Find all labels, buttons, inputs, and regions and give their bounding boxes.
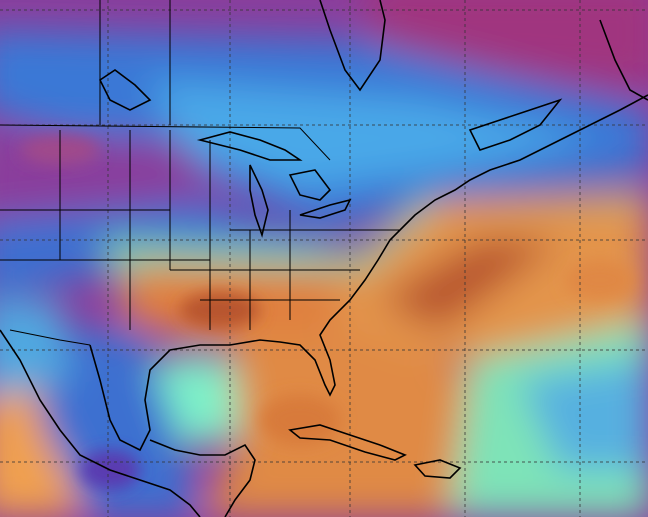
lake-superior <box>196 131 303 161</box>
us-canada-border <box>0 124 331 161</box>
st-lawrence <box>468 98 563 151</box>
east-coast <box>89 94 648 452</box>
us-mexico-border <box>9 329 91 346</box>
cuba <box>288 424 407 461</box>
lake-winnipeg <box>98 69 152 111</box>
hudson-bay <box>319 0 386 92</box>
hispaniola <box>413 459 462 479</box>
lake-erie <box>299 198 352 219</box>
borders <box>0 0 400 346</box>
lake-michigan <box>249 164 269 238</box>
state-borders <box>0 0 400 330</box>
yucatan <box>149 439 256 517</box>
labrador <box>599 19 648 101</box>
lake-huron <box>288 169 332 201</box>
pacific-coast <box>0 329 201 517</box>
